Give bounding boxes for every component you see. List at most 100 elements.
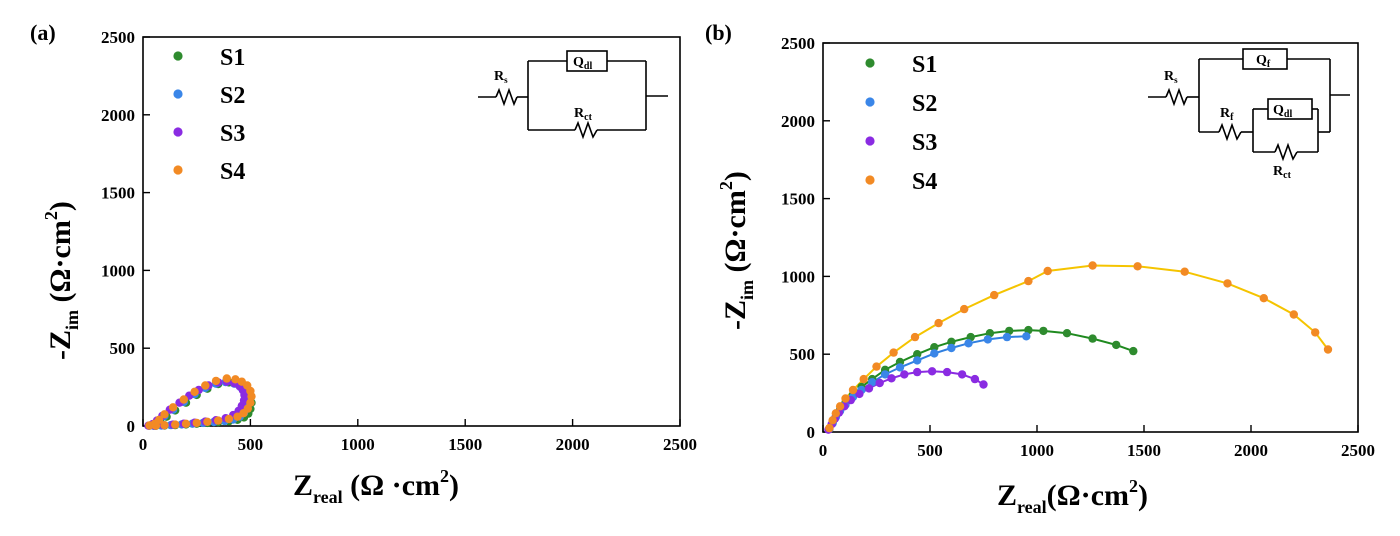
data-point bbox=[875, 378, 884, 388]
data-point bbox=[855, 389, 864, 399]
data-point bbox=[1129, 346, 1138, 356]
x-tick-label: 2500 bbox=[663, 435, 697, 454]
data-point bbox=[192, 418, 201, 428]
data-point bbox=[1002, 332, 1012, 342]
data-point bbox=[214, 416, 223, 425]
panel-b-fit-curves bbox=[827, 264, 1329, 431]
panel-b-circuit-rs: Rs bbox=[1164, 69, 1178, 85]
data-point bbox=[930, 349, 939, 358]
data-point bbox=[1180, 267, 1189, 276]
data-point bbox=[190, 387, 199, 396]
series-s4 bbox=[145, 374, 256, 430]
data-point bbox=[171, 420, 180, 429]
data-point bbox=[211, 376, 221, 386]
panel-b-legend: S1 S2 S3 S4 bbox=[865, 52, 937, 195]
data-point bbox=[825, 423, 834, 433]
data-point bbox=[868, 378, 877, 387]
data-point bbox=[1323, 345, 1333, 354]
legend-marker bbox=[173, 127, 183, 137]
data-point bbox=[224, 414, 234, 424]
panel-b-y-ticks: 0 500 1000 1500 2000 2500 bbox=[781, 34, 830, 442]
legend-marker bbox=[173, 165, 183, 175]
x-tick-label: 2500 bbox=[1341, 441, 1375, 460]
panel-a-ylabel: -Zim (Ω·cm2) bbox=[41, 201, 82, 360]
data-point bbox=[828, 416, 837, 425]
panel-a: (a) 0 500 1000 1500 2000 2500 0 500 1000 1500 200… bbox=[30, 20, 697, 507]
legend-label: S2 bbox=[912, 91, 937, 117]
panel-b-ylabel: -Zim (Ω·cm2) bbox=[716, 171, 757, 330]
data-point bbox=[895, 363, 905, 372]
data-point bbox=[1311, 328, 1320, 337]
y-tick-label: 1500 bbox=[781, 190, 815, 209]
panel-a-xlabel: Zreal (Ω ·cm2) bbox=[293, 466, 459, 507]
panel-a-circuit-qdl: Qdl bbox=[573, 55, 592, 72]
data-point bbox=[1223, 279, 1232, 288]
y-tick-label: 2500 bbox=[781, 34, 815, 53]
panel-b-circuit-qf: Qf bbox=[1256, 53, 1271, 70]
panel-b-x-ticks: 0 500 1000 1500 2000 2500 bbox=[819, 425, 1375, 460]
data-point bbox=[990, 290, 999, 300]
data-point bbox=[859, 374, 868, 384]
panel-a-label: (a) bbox=[30, 20, 56, 45]
legend-marker bbox=[173, 51, 183, 61]
y-tick-label: 500 bbox=[110, 339, 136, 358]
y-tick-label: 1000 bbox=[781, 267, 815, 286]
series-s2 bbox=[825, 332, 1031, 434]
series-s4 bbox=[825, 261, 1333, 433]
data-point bbox=[964, 339, 973, 348]
data-point bbox=[1024, 276, 1033, 286]
data-point bbox=[930, 343, 939, 352]
legend-marker bbox=[865, 136, 875, 146]
x-tick-label: 2000 bbox=[556, 435, 590, 454]
legend-marker bbox=[865, 58, 875, 68]
data-point bbox=[835, 402, 845, 411]
data-point bbox=[181, 419, 191, 428]
data-point bbox=[872, 362, 881, 371]
data-point bbox=[1022, 332, 1031, 341]
data-point bbox=[1112, 340, 1121, 350]
x-tick-label: 1000 bbox=[1020, 441, 1054, 460]
x-tick-label: 500 bbox=[917, 441, 943, 460]
x-tick-label: 2000 bbox=[1234, 441, 1268, 460]
data-point bbox=[910, 332, 920, 342]
panel-b-label: (b) bbox=[705, 20, 732, 45]
data-point bbox=[160, 410, 169, 419]
data-point bbox=[947, 343, 956, 353]
data-point bbox=[203, 417, 212, 426]
panel-b-xlabel: Zreal(Ω·cm2) bbox=[997, 476, 1148, 517]
legend-marker bbox=[865, 97, 875, 107]
data-point bbox=[913, 356, 922, 365]
data-point bbox=[979, 380, 988, 389]
legend-label: S1 bbox=[220, 45, 245, 71]
data-point bbox=[841, 394, 850, 403]
y-tick-label: 2500 bbox=[101, 28, 135, 47]
data-point bbox=[233, 412, 242, 421]
x-tick-label: 1000 bbox=[341, 435, 375, 454]
panel-a-equivalent-circuit bbox=[478, 50, 668, 140]
y-tick-label: 2000 bbox=[101, 106, 135, 125]
data-point bbox=[168, 403, 178, 412]
y-tick-label: 500 bbox=[790, 345, 816, 364]
legend-label: S4 bbox=[220, 159, 245, 185]
panel-b-circuit-rct: Rct bbox=[1273, 164, 1292, 181]
data-point bbox=[880, 370, 890, 379]
data-point bbox=[970, 374, 980, 384]
fit-curve-s4 bbox=[828, 264, 1329, 429]
data-point bbox=[247, 392, 256, 401]
panel-b: (b) 0 500 1000 1500 2000 2500 0 500 1000 1500 200… bbox=[705, 20, 1375, 517]
panel-b-equivalent-circuit bbox=[1148, 48, 1350, 162]
data-point bbox=[913, 350, 922, 359]
data-point bbox=[1039, 326, 1048, 336]
data-point bbox=[1133, 262, 1142, 271]
panel-a-x-ticks: 0 500 1000 1500 2000 2500 bbox=[139, 419, 697, 454]
data-point bbox=[957, 370, 967, 379]
data-point bbox=[222, 374, 231, 383]
y-tick-label: 0 bbox=[127, 417, 136, 436]
panel-b-circuit-rf: Rf bbox=[1220, 106, 1234, 123]
panel-b-frame bbox=[822, 42, 1359, 433]
data-point bbox=[983, 335, 992, 344]
panel-a-series bbox=[144, 374, 256, 430]
data-point bbox=[947, 337, 956, 346]
x-tick-label: 0 bbox=[139, 435, 148, 454]
x-tick-label: 500 bbox=[238, 435, 264, 454]
